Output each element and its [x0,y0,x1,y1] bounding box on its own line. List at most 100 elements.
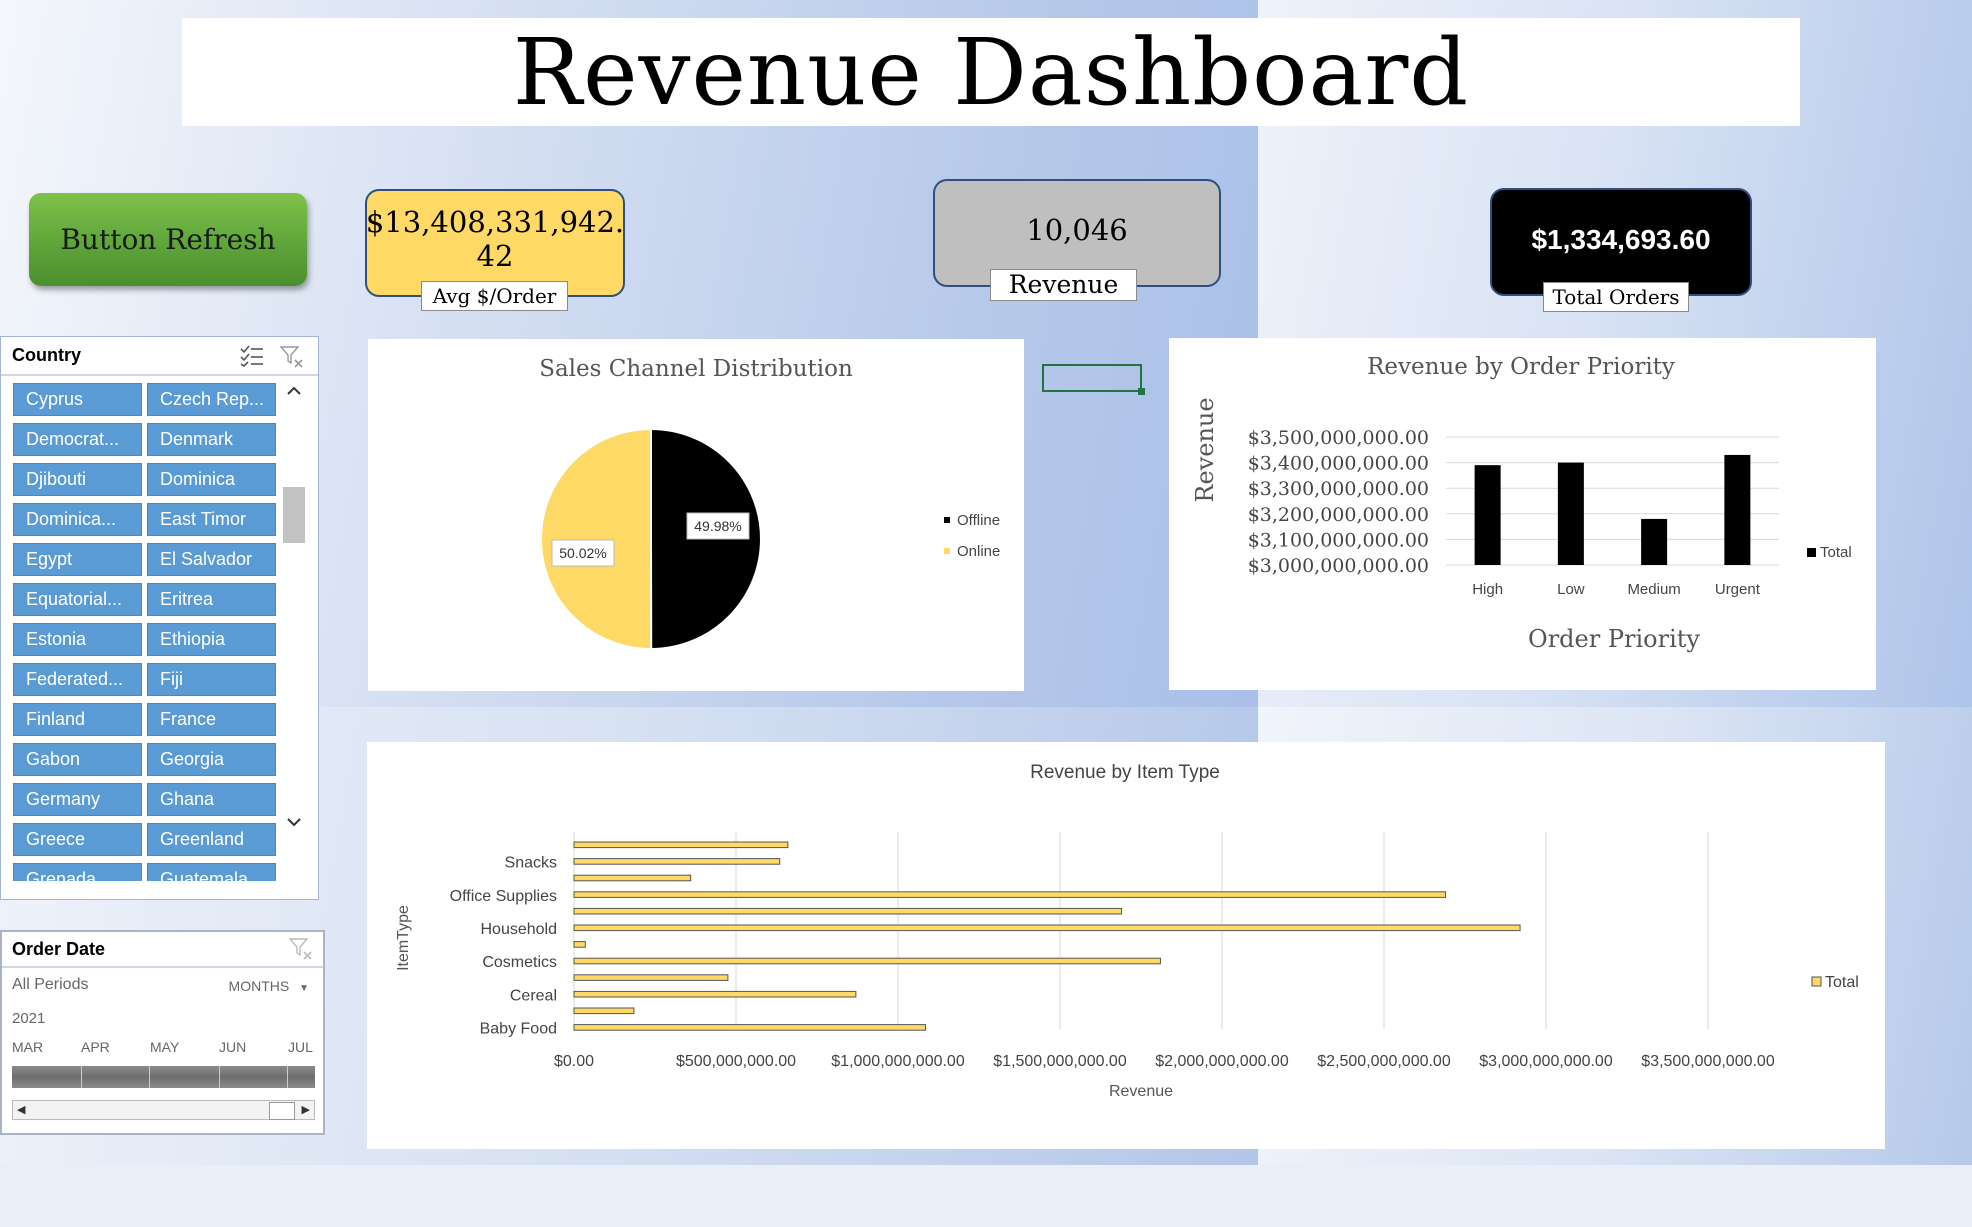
pie-data-label: 50.02% [559,545,606,561]
country-tile[interactable]: Cyprus [13,383,142,416]
pie-data-label: 49.98% [694,518,741,534]
item-bar [573,1007,635,1015]
total-orders-label: Total Orders [1543,282,1689,312]
multi-select-icon[interactable] [240,345,264,374]
timeline-scroll-thumb[interactable] [269,1102,295,1120]
timeline-year: 2021 [12,1010,46,1027]
dashboard-title-box: Revenue Dashboard [182,18,1800,126]
country-slicer-scrollbar[interactable] [281,383,307,1227]
country-tile[interactable]: Grenada [13,863,142,881]
country-tile[interactable]: Ghana [147,783,276,816]
item-bar [573,957,1161,965]
item-type-chart-svg: Revenue by Item Type ItemType Revenue $0… [395,762,1859,1100]
country-tile[interactable]: Greece [13,823,142,856]
legend-marker-offline [944,517,950,523]
y-tick-label: Cereal [510,987,557,1004]
timeline-level: MONTHS [228,978,290,994]
country-tile[interactable]: Dominica... [13,503,142,536]
country-tile[interactable]: El Salvador [147,543,276,576]
country-tile[interactable]: Equatorial... [13,583,142,616]
country-tile[interactable]: Guatemala [147,863,276,881]
y-tick-label: Household [481,921,558,938]
x-tick-label: $500,000,000.00 [676,1053,796,1070]
hbar-chart-xlabel: Revenue [1109,1083,1173,1100]
country-tile[interactable]: Democrat... [13,423,142,456]
country-tile[interactable]: Djibouti [13,463,142,496]
country-tile[interactable]: Federated... [13,663,142,696]
country-tile[interactable]: Georgia [147,743,276,776]
order-date-timeline: Order Date All Periods MONTHS ▼ 2021 MAR… [0,930,325,1135]
x-tick-label: High [1472,581,1503,598]
country-tile[interactable]: Dominica [147,463,276,496]
x-tick-label: $2,000,000,000.00 [1155,1053,1289,1070]
total-orders-card[interactable]: $1,334,693.60 [1490,188,1752,296]
timeline-title: Order Date [12,938,106,959]
bar-chart-ylabel: Revenue [1191,397,1219,502]
item-bar [573,874,692,882]
sales-channel-chart[interactable]: Sales Channel Distribution 49.98% 50.02% O… [368,339,1024,691]
country-tile[interactable]: Denmark [147,423,276,456]
country-tile[interactable]: Gabon [13,743,142,776]
bar-chart-title: Revenue by Order Priority [1367,354,1675,380]
item-bar [573,941,586,948]
x-tick-label: Urgent [1715,581,1761,598]
country-tile[interactable]: Egypt [13,543,142,576]
country-tile[interactable]: Ethiopia [147,623,276,656]
country-tile[interactable]: Germany [13,783,142,816]
item-bar [573,974,729,981]
country-tile[interactable]: Finland [13,703,142,736]
country-tile[interactable]: Czech Rep... [147,383,276,416]
bar-medium [1641,518,1668,565]
legend-marker-total [1811,976,1822,987]
scroll-right-icon[interactable]: ▶ [301,1104,310,1116]
y-tick-label: $3,300,000,000.00 [1248,478,1429,500]
x-tick-label: $2,500,000,000.00 [1317,1053,1451,1070]
scroll-left-icon[interactable]: ◀ [17,1104,26,1116]
timeline-month: MAR [12,1039,44,1055]
item-bar [573,841,789,849]
clear-filter-icon[interactable] [279,345,304,374]
country-tiles: Cyprus Czech Rep... Democrat... Denmark Djib… [13,383,277,881]
pie-label-box [686,512,750,540]
x-tick-label: $3,500,000,000.00 [1641,1053,1775,1070]
item-bar [573,907,1123,915]
timeline-months: MAR APR MAY JUN JUL [12,1039,322,1059]
hbar-chart-ylabel: ItemType [395,905,412,971]
country-slicer-header: Country [1,337,318,376]
pie-chart-title: Sales Channel Distribution [539,356,853,382]
revenue-value: 10,046 [1026,213,1128,247]
order-priority-chart[interactable]: Revenue by Order Priority Revenue Order … [1169,338,1876,690]
avg-order-card[interactable]: $13,408,331,942. 42 [365,189,625,297]
chevron-down-icon: ▼ [299,983,309,994]
hbar-chart-title: Revenue by Item Type [1030,762,1220,783]
selected-cell[interactable] [1042,364,1145,395]
timeline-period-bar[interactable] [12,1066,315,1088]
country-tile[interactable]: Eritrea [147,583,276,616]
refresh-button[interactable]: Button Refresh [29,193,307,286]
y-tick-label: Snacks [505,855,557,872]
country-tile[interactable]: Fiji [147,663,276,696]
bar-chart-xlabel: Order Priority [1528,625,1700,653]
dashboard-title: Revenue Dashboard [512,18,1470,126]
timeline-scrollbar[interactable]: ◀ ▶ [12,1100,315,1120]
timeline-month: APR [81,1039,110,1055]
country-tile[interactable]: Estonia [13,623,142,656]
country-tile[interactable]: East Timor [147,503,276,536]
y-tick-label: Office Supplies [450,888,557,905]
timeline-level-dropdown[interactable]: MONTHS ▼ [229,978,309,994]
bar-urgent [1724,454,1751,565]
y-tick-label: Baby Food [480,1021,557,1038]
timeline-header: Order Date [2,932,323,968]
pie-slice-online [540,427,653,651]
item-bar [573,858,781,865]
avg-order-value-line2: 42 [476,239,514,273]
country-slicer-title: Country [12,345,81,365]
item-type-chart[interactable]: Revenue by Item Type ItemType Revenue $0… [367,742,1885,1149]
item-bar [573,1024,927,1031]
legend-label-offline: Offline [957,512,1000,529]
country-tile[interactable]: Greenland [147,823,276,856]
timeline-month: JUN [219,1039,247,1055]
country-tile[interactable]: France [147,703,276,736]
clear-filter-icon[interactable] [288,937,313,966]
avg-order-value-line1: $13,408,331,942. [365,205,625,239]
